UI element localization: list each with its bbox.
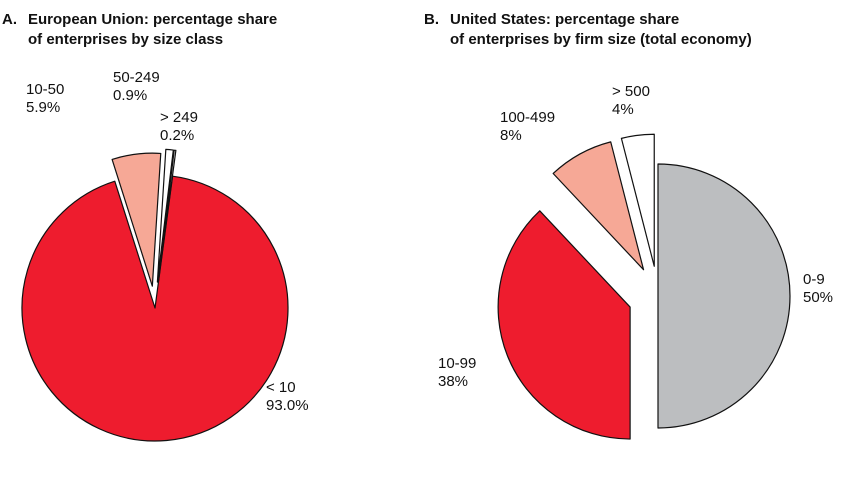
chart-a-title-line1: European Union: percentage share [28, 11, 277, 28]
chart-a-letter: A. [2, 11, 17, 28]
pie-a-slice-249 [157, 149, 177, 283]
chart-b-letter: B. [424, 11, 439, 28]
pie-a-label-category-50-249: 50-249 [113, 69, 160, 86]
pie-a-label-value-10-50: 5.9% [26, 99, 60, 116]
pie-a-slice-10 [21, 175, 289, 442]
pie-b-label-value-0-9: 50% [803, 289, 833, 306]
pie-b-label-value-100-499: 8% [500, 127, 522, 144]
pie-b-label-category-500: > 500 [612, 83, 650, 100]
pie-b-slice-0-9 [657, 163, 791, 429]
pie-a-label-category-10-50: 10-50 [26, 81, 64, 98]
pie-b-label-category-0-9: 0-9 [803, 271, 825, 288]
pie-a-label-value-50-249: 0.9% [113, 87, 147, 104]
pie-a-label-value-10: 93.0% [266, 397, 309, 414]
pie-a-label-category-10: < 10 [266, 379, 296, 396]
pie-a-label-category-249: > 249 [160, 109, 198, 126]
pie-b-label-value-10-99: 38% [438, 373, 468, 390]
chart-a-title-line2: of enterprises by size class [28, 31, 223, 48]
pie-b-label-category-100-499: 100-499 [500, 109, 555, 126]
pie-b-label-value-500: 4% [612, 101, 634, 118]
pie-a-slice-50-249 [156, 148, 174, 283]
pie-b-slice-10-99 [497, 210, 631, 440]
chart-b-title-line2: of enterprises by firm size (total econo… [450, 31, 752, 48]
pie-b-slice-100-499 [552, 141, 645, 271]
pie-b-label-category-10-99: 10-99 [438, 355, 476, 372]
pie-b-slice-500 [620, 133, 655, 267]
pie-a-slice-10-50 [111, 152, 162, 287]
chart-b-title-line1: United States: percentage share [450, 11, 679, 28]
pie-a-label-value-249: 0.2% [160, 127, 194, 144]
